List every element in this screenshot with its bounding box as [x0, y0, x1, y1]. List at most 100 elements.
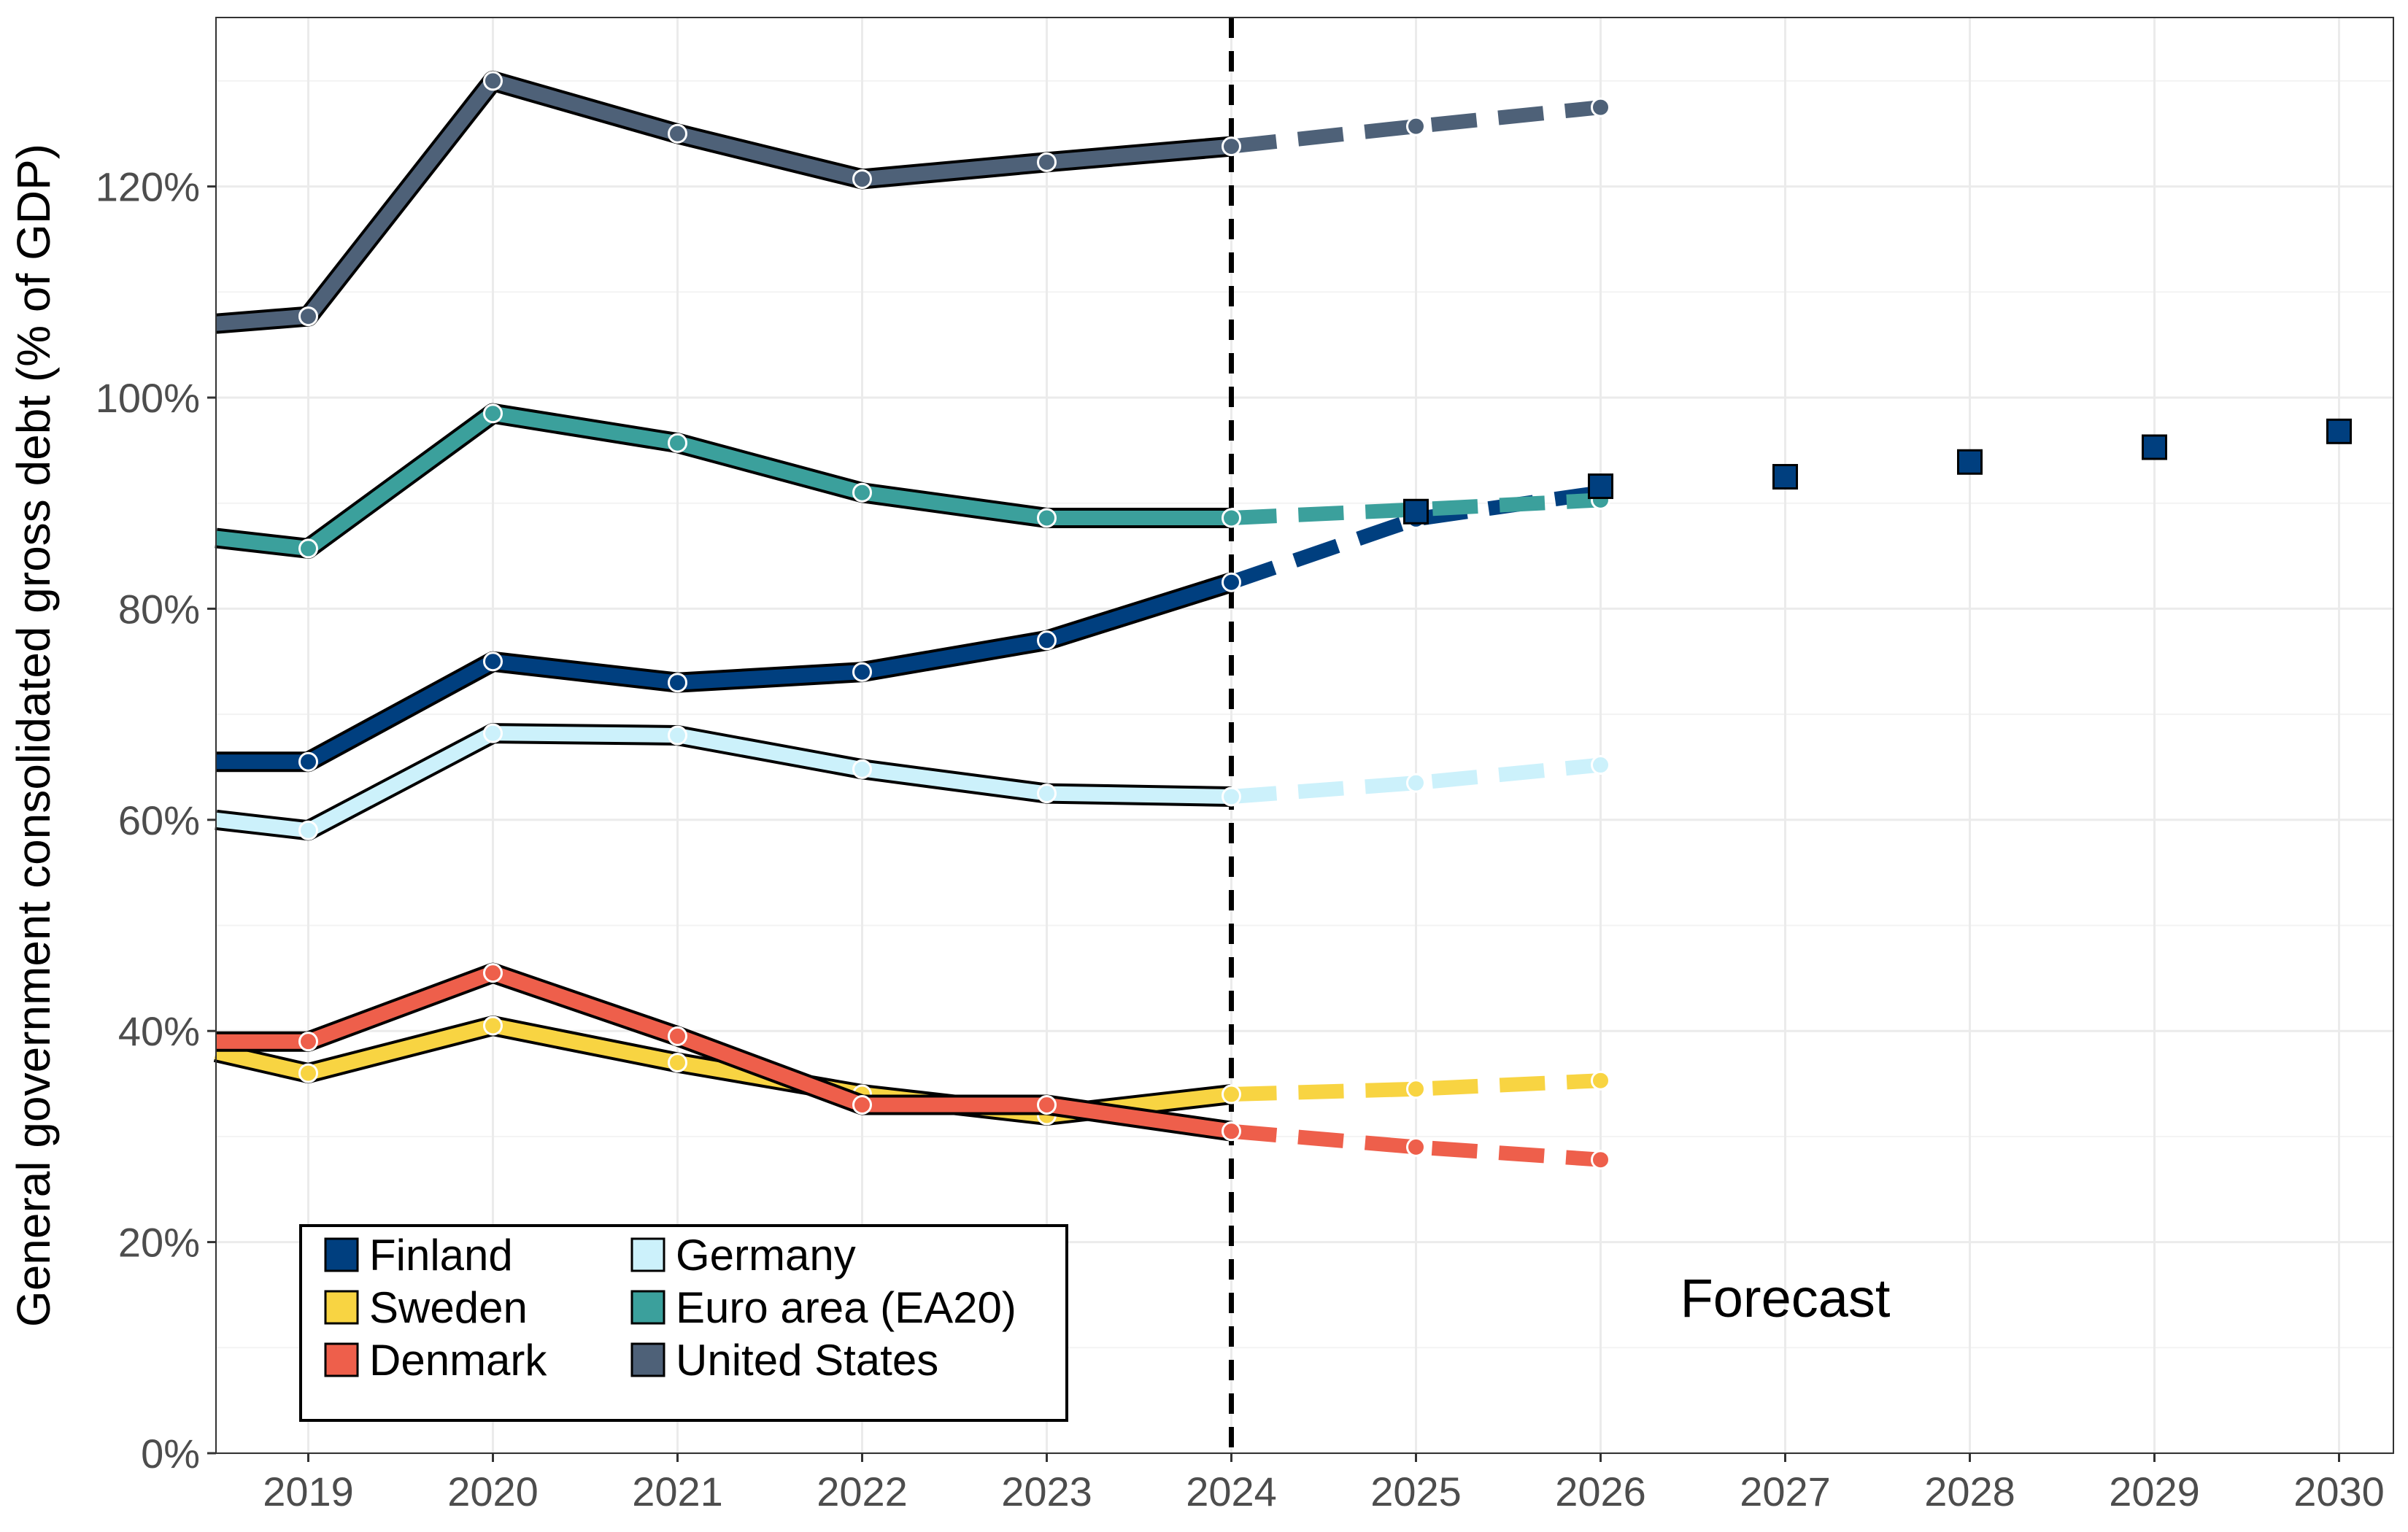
- series-layer: [213, 70, 1610, 1170]
- legend-swatch-sweden: [324, 1290, 359, 1325]
- x-tick-label: 2021: [632, 1469, 723, 1514]
- data-point: [483, 651, 503, 672]
- data-point: [483, 963, 503, 983]
- data-point: [298, 820, 318, 840]
- data-point: [298, 1032, 318, 1052]
- y-tick-label: 100%: [96, 375, 200, 421]
- data-point: [1406, 116, 1426, 136]
- axis-layer: 0% 20% 40% 60% 80% 100% 120% 2019 2020 2021 2022 20…: [96, 164, 2385, 1514]
- y-tick-label: 20%: [118, 1220, 200, 1266]
- data-point: [1037, 152, 1057, 172]
- data-point: [298, 538, 318, 559]
- legend-label-denmark: Denmark: [369, 1336, 547, 1385]
- legend-swatch-denmark: [324, 1342, 359, 1377]
- legend-label-finland: Finland: [369, 1231, 513, 1280]
- square-marker: [1957, 449, 1983, 475]
- data-point: [1037, 1094, 1057, 1115]
- legend-swatch-germany: [630, 1237, 665, 1272]
- data-point: [298, 306, 318, 327]
- square-marker: [1772, 464, 1798, 490]
- series-denmark: [216, 962, 1610, 1170]
- legend-label-euro-area-ea20: Euro area (EA20): [676, 1283, 1016, 1332]
- data-point: [852, 759, 872, 779]
- series-sweden: [213, 1015, 1610, 1126]
- x-tick-label: 2024: [1186, 1469, 1277, 1514]
- data-point: [483, 723, 503, 743]
- data-point: [852, 662, 872, 682]
- data-point: [668, 123, 687, 144]
- data-point: [1591, 1070, 1610, 1091]
- y-tick-label: 60%: [118, 797, 200, 843]
- x-tick-label: 2027: [1740, 1469, 1831, 1514]
- y-tick-label: 40%: [118, 1008, 200, 1054]
- forecast-line: [1231, 1073, 1601, 1102]
- data-point: [1037, 630, 1057, 651]
- y-tick-label: 120%: [96, 164, 200, 210]
- series-euro-area-ea20: [215, 403, 1610, 559]
- data-point: [1222, 786, 1241, 807]
- data-point: [1222, 136, 1241, 157]
- data-point: [483, 1015, 503, 1036]
- legend-label-united-states: United States: [676, 1336, 938, 1385]
- data-point: [668, 1053, 687, 1073]
- data-point: [1222, 508, 1241, 528]
- x-tick-label: 2020: [447, 1469, 539, 1514]
- forecast-line: [1230, 757, 1602, 804]
- plot-border: [215, 17, 2394, 1454]
- data-point: [668, 433, 687, 453]
- x-tick-label: 2026: [1555, 1469, 1646, 1514]
- data-point: [1591, 1150, 1610, 1170]
- data-point: [298, 751, 318, 772]
- x-tick-label: 2030: [2293, 1469, 2385, 1514]
- data-point: [1037, 784, 1057, 804]
- data-point: [483, 71, 503, 91]
- legend-box: [299, 1224, 1068, 1422]
- x-tick-label: 2022: [817, 1469, 908, 1514]
- data-point: [668, 725, 687, 746]
- x-tick-label: 2019: [263, 1469, 354, 1514]
- square-marker: [1588, 473, 1613, 500]
- square-marker: [1403, 498, 1429, 525]
- y-tick-label: 0%: [141, 1431, 200, 1477]
- square-marker: [2142, 434, 2167, 460]
- data-point: [668, 1026, 687, 1046]
- data-point: [483, 403, 503, 424]
- forecast-line: [1230, 100, 1602, 154]
- legend-swatch-finland: [324, 1237, 359, 1272]
- series-finland: [216, 482, 1610, 773]
- data-point: [1406, 1079, 1426, 1099]
- x-tick-label: 2023: [1001, 1469, 1092, 1514]
- data-point: [1037, 508, 1057, 528]
- data-point: [1591, 97, 1610, 117]
- data-point: [1222, 1121, 1241, 1142]
- x-tick-label: 2025: [1370, 1469, 1462, 1514]
- legend-label-germany: Germany: [676, 1231, 856, 1280]
- finland-square-markers: [1403, 418, 2352, 525]
- data-point: [1406, 773, 1426, 793]
- data-point: [668, 673, 687, 693]
- data-point: [1222, 1084, 1241, 1104]
- grid-lines: [216, 18, 2393, 1455]
- x-tick-label: 2028: [1924, 1469, 2015, 1514]
- square-marker: [2326, 418, 2352, 444]
- data-point: [298, 1063, 318, 1083]
- y-tick-label: 80%: [118, 586, 200, 632]
- series-germany: [215, 723, 1610, 841]
- forecast-line: [1230, 1123, 1602, 1167]
- data-point: [852, 169, 872, 189]
- data-point: [1406, 1137, 1426, 1157]
- series-united-states: [215, 70, 1610, 334]
- data-point: [852, 482, 872, 503]
- data-point: [1591, 755, 1610, 775]
- data-point: [1222, 572, 1241, 592]
- forecast-line: [1231, 492, 1602, 525]
- data-point: [852, 1094, 872, 1115]
- forecast-annotation: Forecast: [1680, 1268, 1891, 1328]
- legend-label-sweden: Sweden: [369, 1283, 528, 1332]
- legend-swatch-euro-area-ea20: [630, 1290, 665, 1325]
- legend-swatch-united-states: [630, 1342, 665, 1377]
- y-axis-title: General government consolidated gross de…: [7, 144, 60, 1327]
- x-tick-label: 2029: [2109, 1469, 2200, 1514]
